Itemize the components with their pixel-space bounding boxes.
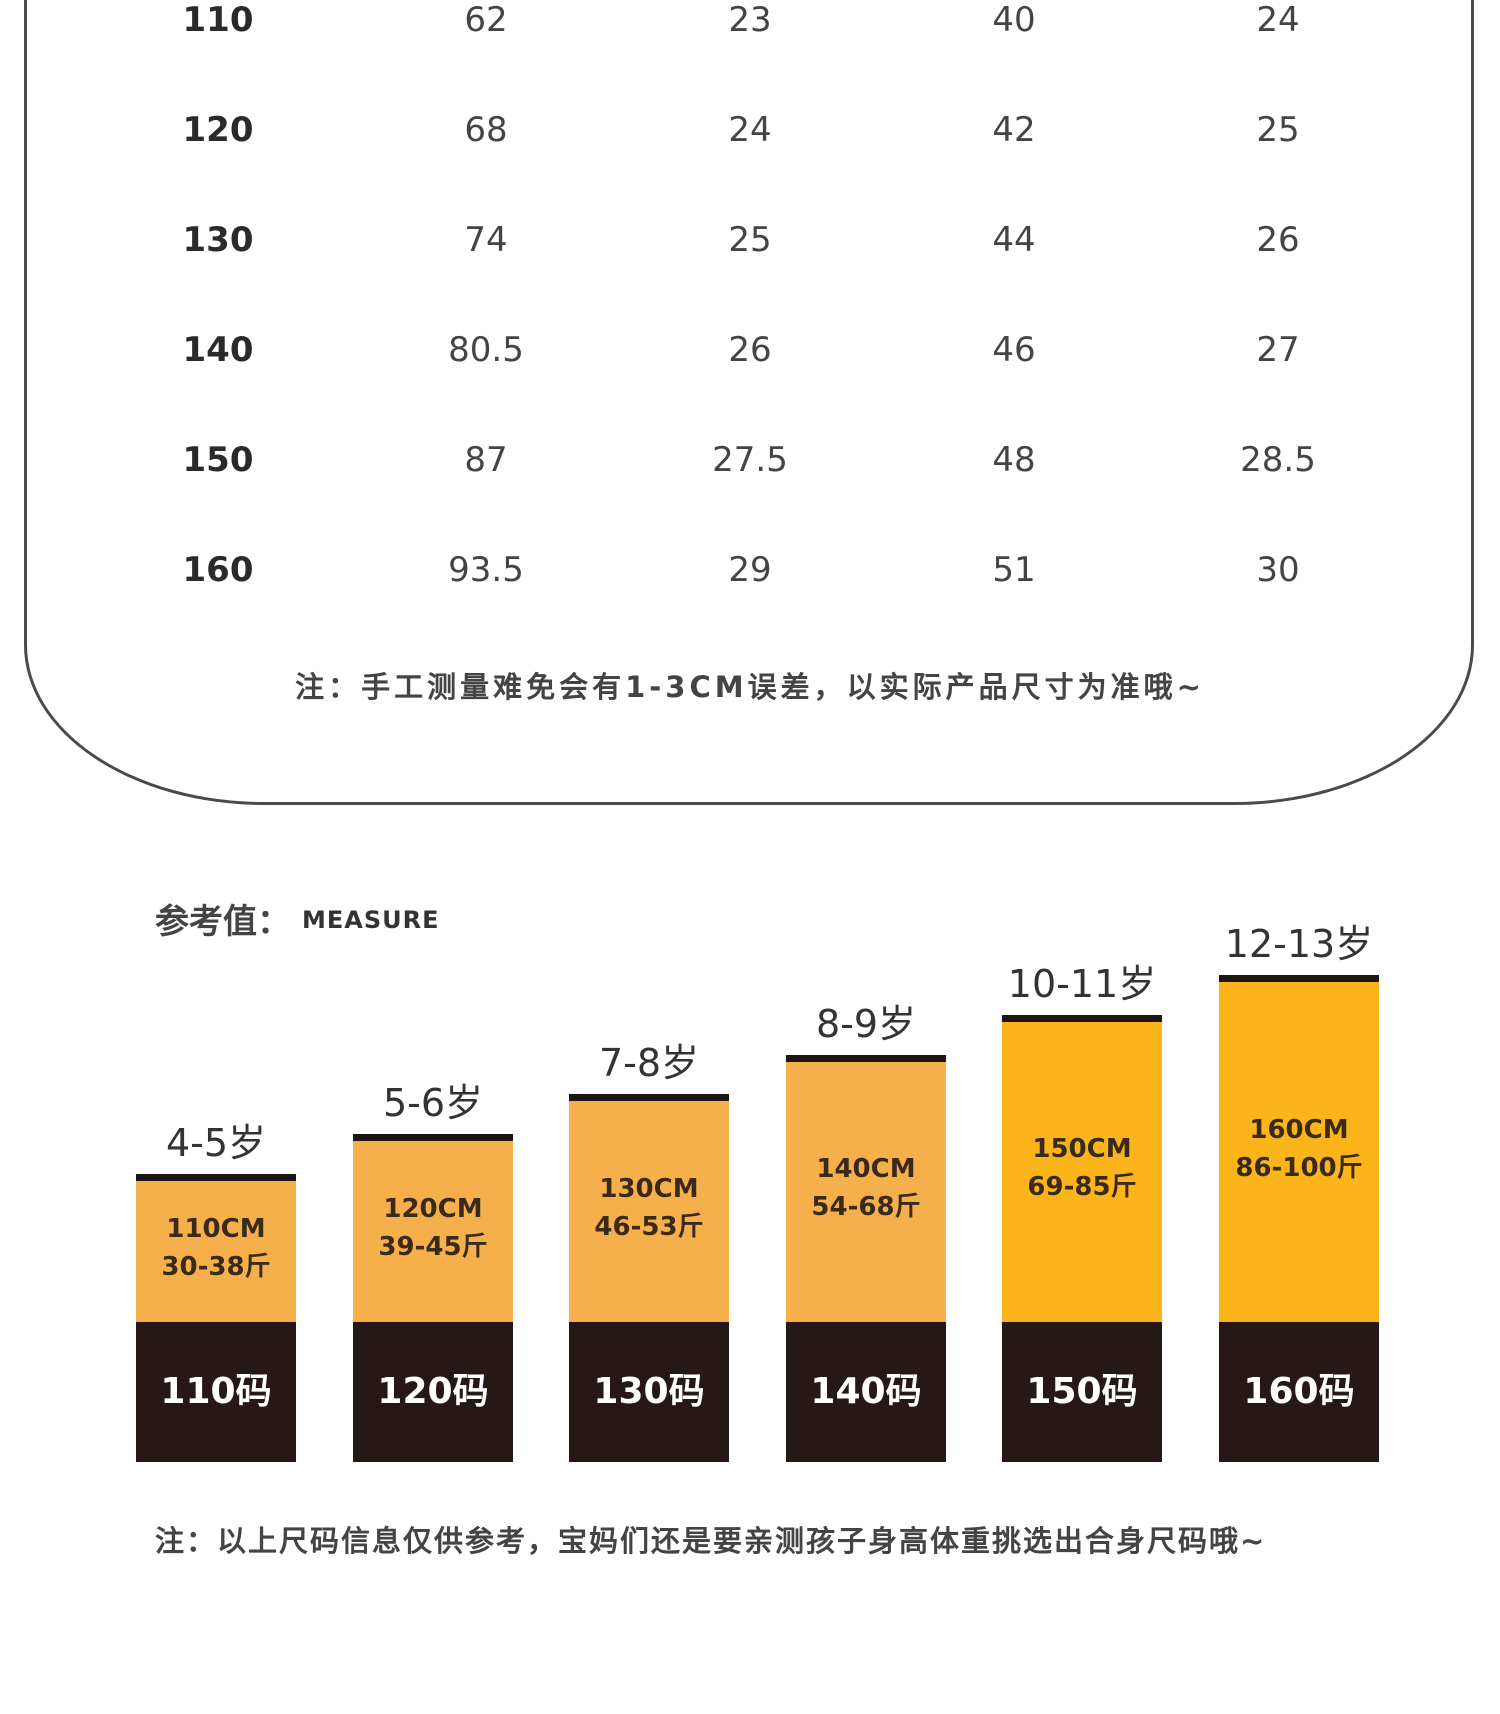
reference-note: 注：以上尺码信息仅供参考，宝妈们还是要亲测孩子身高体重挑选出合身尺码哦~: [155, 1524, 1267, 1558]
size-cell: 120: [182, 110, 254, 150]
table-row: 160 93.5 29 51 30: [0, 540, 1500, 600]
size-code-label: 120码: [353, 1322, 513, 1462]
table-row: 110 62 23 40 24: [0, 0, 1500, 50]
height-bar: 160CM 86-100斤: [1219, 975, 1379, 1322]
measure-cell: 44: [992, 220, 1036, 260]
measure-cell: 27: [1256, 330, 1300, 370]
weight-label: 69-85斤: [1027, 1172, 1137, 1203]
size-cell: 160: [182, 550, 254, 590]
weight-label: 46-53斤: [594, 1212, 704, 1243]
measure-cell: 26: [728, 330, 772, 370]
age-label: 12-13岁: [1224, 922, 1374, 966]
weight-label: 86-100斤: [1235, 1152, 1363, 1183]
measure-cell: 46: [992, 330, 1036, 370]
measure-cell: 29: [728, 550, 772, 590]
measure-cell: 25: [728, 220, 772, 260]
table-row: 140 80.5 26 46 27: [0, 320, 1500, 380]
size-code-label: 140码: [786, 1322, 946, 1462]
height-bar: 130CM 46-53斤: [569, 1094, 729, 1322]
size-cell: 140: [182, 330, 254, 370]
measure-cell: 28.5: [1240, 440, 1316, 480]
weight-label: 54-68斤: [811, 1192, 921, 1223]
measure-cell: 30: [1256, 550, 1300, 590]
height-label: 160CM: [1249, 1114, 1349, 1145]
age-label: 8-9岁: [815, 1001, 917, 1046]
measure-cell: 23: [728, 0, 772, 40]
height-bar: 150CM 69-85斤: [1002, 1014, 1162, 1322]
measure-cell: 48: [992, 440, 1036, 480]
weight-label: 30-38斤: [161, 1252, 271, 1282]
table-row: 120 68 24 42 25: [0, 100, 1500, 160]
measurement-note: 注：手工测量难免会有1-3CM误差，以实际产品尺寸为准哦~: [295, 670, 1205, 704]
size-cell: 130: [182, 220, 254, 260]
height-bar: 120CM 39-45斤: [353, 1134, 513, 1322]
reference-subtitle: MEASURE: [302, 906, 440, 934]
measure-cell: 51: [992, 550, 1036, 590]
height-label: 150CM: [1032, 1134, 1132, 1165]
height-bar: 110CM 30-38斤: [136, 1174, 296, 1322]
height-label: 140CM: [816, 1154, 916, 1185]
measure-cell: 42: [992, 110, 1036, 150]
measure-cell: 87: [464, 440, 508, 480]
measure-cell: 93.5: [448, 550, 524, 590]
reference-title: 参考值：: [155, 902, 291, 942]
height-label: 130CM: [599, 1174, 699, 1205]
measure-cell: 24: [1256, 0, 1300, 40]
age-label: 5-6岁: [382, 1081, 484, 1126]
height-bar: 140CM 54-68斤: [786, 1054, 946, 1322]
measure-cell: 27.5: [712, 440, 788, 480]
table-row: 150 87 27.5 48 28.5: [0, 430, 1500, 490]
age-label: 7-8岁: [598, 1041, 700, 1086]
size-table-card: [24, 0, 1474, 805]
size-code-label: 150码: [1002, 1322, 1162, 1462]
table-row: 130 74 25 44 26: [0, 210, 1500, 270]
weight-label: 39-45斤: [378, 1232, 488, 1263]
measure-cell: 74: [464, 220, 508, 260]
measure-cell: 62: [464, 0, 508, 40]
age-label: 10-11岁: [1007, 961, 1157, 1006]
height-label: 120CM: [383, 1194, 483, 1225]
age-label: 4-5岁: [165, 1121, 267, 1165]
measure-cell: 40: [992, 0, 1036, 40]
size-code-label: 130码: [569, 1322, 729, 1462]
height-label: 110CM: [166, 1214, 266, 1244]
measure-cell: 80.5: [448, 330, 524, 370]
size-cell: 110: [182, 0, 254, 40]
size-cell: 150: [182, 440, 254, 480]
measure-cell: 26: [1256, 220, 1300, 260]
measure-cell: 25: [1256, 110, 1300, 150]
measure-cell: 68: [464, 110, 508, 150]
size-code-label: 110码: [136, 1322, 296, 1462]
size-code-label: 160码: [1219, 1322, 1379, 1462]
measure-cell: 24: [728, 110, 772, 150]
